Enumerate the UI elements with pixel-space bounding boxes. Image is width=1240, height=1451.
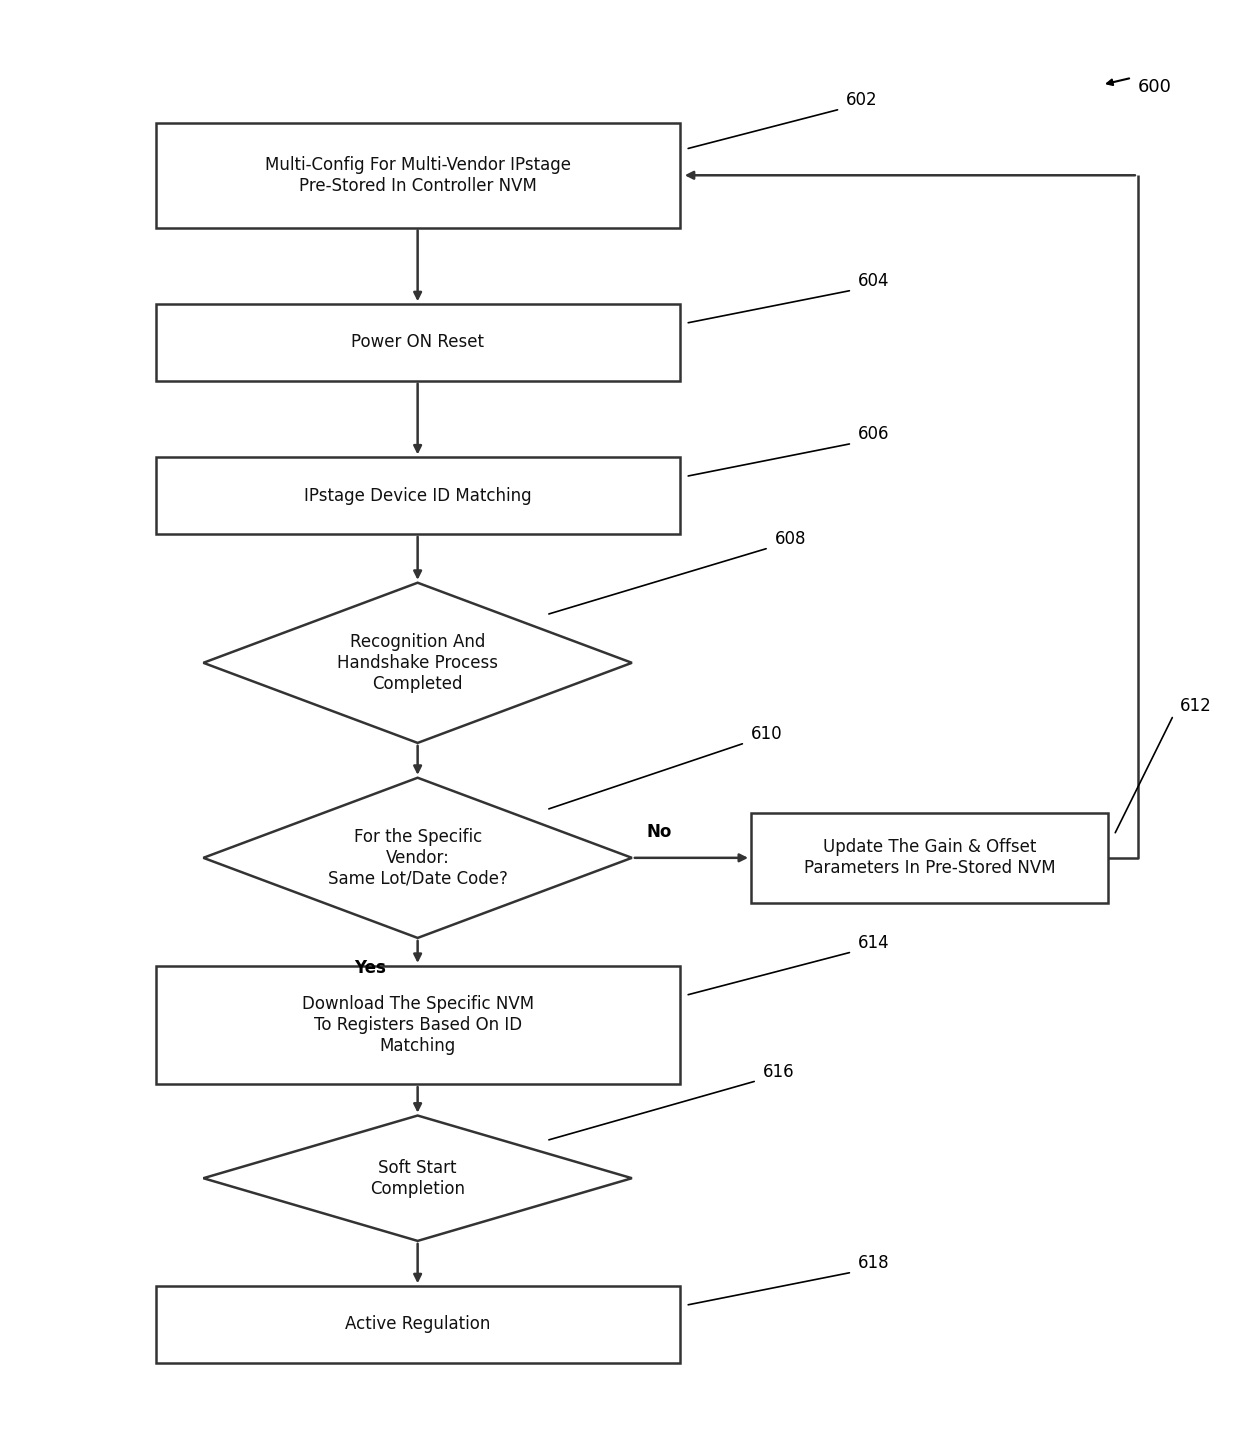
Polygon shape xyxy=(203,1116,632,1241)
Text: 610: 610 xyxy=(751,726,782,743)
Text: Yes: Yes xyxy=(355,959,386,977)
Text: 606: 606 xyxy=(858,425,889,444)
FancyBboxPatch shape xyxy=(751,813,1109,903)
Text: 602: 602 xyxy=(846,91,878,109)
FancyBboxPatch shape xyxy=(156,123,680,228)
FancyBboxPatch shape xyxy=(156,305,680,380)
Text: 614: 614 xyxy=(858,934,890,952)
Text: Power ON Reset: Power ON Reset xyxy=(351,334,484,351)
FancyBboxPatch shape xyxy=(156,1286,680,1362)
Text: Active Regulation: Active Regulation xyxy=(345,1316,490,1333)
Polygon shape xyxy=(203,583,632,743)
Text: Update The Gain & Offset
Parameters In Pre-Stored NVM: Update The Gain & Offset Parameters In P… xyxy=(804,839,1055,878)
Text: For the Specific
Vendor:
Same Lot/Date Code?: For the Specific Vendor: Same Lot/Date C… xyxy=(327,829,507,888)
Text: 600: 600 xyxy=(1138,78,1172,96)
Text: Download The Specific NVM
To Registers Based On ID
Matching: Download The Specific NVM To Registers B… xyxy=(301,995,533,1055)
Text: 612: 612 xyxy=(1179,696,1211,715)
Text: 608: 608 xyxy=(775,530,806,548)
Text: No: No xyxy=(646,823,672,842)
Text: 604: 604 xyxy=(858,273,889,290)
Text: Soft Start
Completion: Soft Start Completion xyxy=(370,1159,465,1197)
Text: 616: 616 xyxy=(763,1062,795,1081)
FancyBboxPatch shape xyxy=(156,457,680,534)
Text: Multi-Config For Multi-Vendor IPstage
Pre-Stored In Controller NVM: Multi-Config For Multi-Vendor IPstage Pr… xyxy=(264,155,570,194)
FancyBboxPatch shape xyxy=(156,966,680,1084)
Polygon shape xyxy=(203,778,632,937)
Text: Recognition And
Handshake Process
Completed: Recognition And Handshake Process Comple… xyxy=(337,633,498,692)
Text: 618: 618 xyxy=(858,1254,890,1273)
Text: IPstage Device ID Matching: IPstage Device ID Matching xyxy=(304,486,532,505)
